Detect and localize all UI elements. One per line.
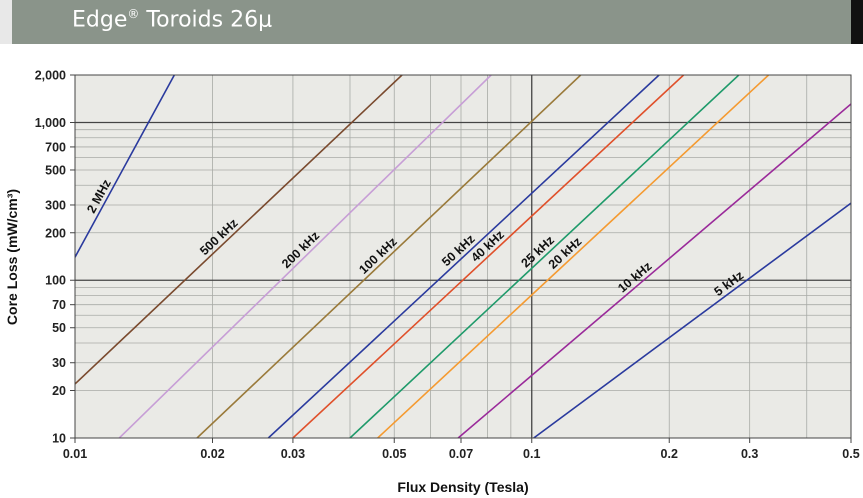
title-rest: Toroids 26μ [139,7,273,33]
series-line [377,75,770,438]
banner-left-edge [0,0,12,44]
x-tick-label: 0.2 [661,447,678,461]
series-lines [75,75,851,438]
x-axis-title: Flux Density (Tesla) [397,479,528,495]
series-line [75,75,176,258]
x-tick-label: 0.05 [382,447,406,461]
series-line [196,75,582,438]
series-line [75,75,403,385]
banner-right-edge [851,0,863,44]
x-tick-label: 0.07 [449,447,473,461]
x-tick-label: 0.02 [200,447,224,461]
y-tick-label: 30 [52,356,66,370]
plot-frame [74,74,852,439]
series-line [118,75,492,438]
y-tick-label: 700 [45,140,66,154]
y-tick-label: 300 [45,198,66,212]
y-tick-label: 100 [45,274,66,288]
title-main: Edge [72,7,128,33]
y-tick-label: 20 [52,384,66,398]
grid [75,75,851,438]
x-tick-label: 0.3 [741,447,758,461]
x-tick-label: 0.03 [281,447,305,461]
series-line [457,103,851,438]
x-tick-label: 0.01 [63,447,87,461]
page-title: Edge® Toroids 26μ [72,7,272,32]
series-line [267,75,660,438]
registered-mark: ® [127,7,140,21]
y-axis-title: Core Loss (mW/cm³) [4,189,20,325]
y-tick-label: 50 [52,321,66,335]
y-tick-label: 2,000 [35,69,66,83]
y-tick-label: 70 [52,298,66,312]
y-tick-label: 10 [52,432,66,446]
y-tick-label: 500 [45,163,66,177]
y-tick-label: 1,000 [35,116,66,130]
x-tick-label: 0.1 [523,447,540,461]
series-line [349,75,740,438]
x-tick-label: 0.5 [842,447,859,461]
series-line [533,202,851,438]
series-line [292,75,685,438]
y-tick-label: 200 [45,226,66,240]
title-banner [12,0,851,44]
axis-ticks: 0.01 0.02 0.03 0.05 0.07 0.1 0.2 0.3 0.5 10 20 30 50… [35,69,860,462]
